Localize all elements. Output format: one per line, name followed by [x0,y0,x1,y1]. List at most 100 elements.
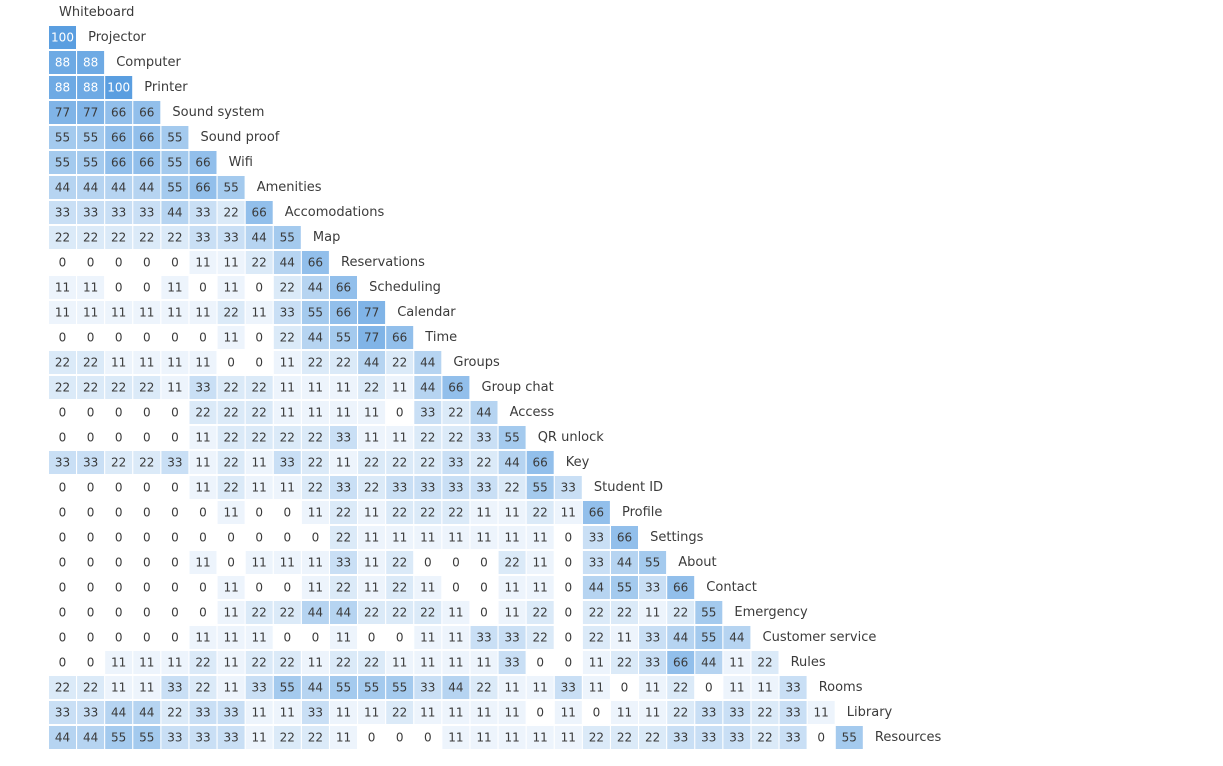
cell-value-label: 0 [283,581,291,595]
heatmap-cell [639,551,667,574]
heatmap-cell [301,576,329,599]
cell-value-label: 0 [564,581,572,595]
cell-value-label: 44 [364,356,379,370]
heatmap-cell [105,301,133,324]
cell-value-label: 11 [223,331,238,345]
heatmap-cell [554,601,582,624]
heatmap-cell [414,626,442,649]
heatmap-cell [498,601,526,624]
heatmap-cell [386,401,414,424]
cell-value-label: 0 [255,281,263,295]
cell-value-label: 0 [480,556,488,570]
heatmap-cell [161,476,189,499]
heatmap-cell [161,701,189,724]
cell-value-label: 11 [561,731,576,745]
cell-value-label: 11 [533,556,548,570]
heatmap-cell [49,501,76,524]
cell-value-label: 0 [199,531,207,545]
cell-value-label: 0 [115,606,123,620]
heatmap-cell [526,576,554,599]
cell-value-label: 11 [336,456,351,470]
row-label: Student ID [594,480,663,495]
heatmap-cell [301,401,329,424]
row-label: Printer [144,80,188,95]
heatmap-cell [105,201,133,224]
cell-value-label: 11 [364,431,379,445]
heatmap-cell [667,726,695,749]
heatmap-cell [245,276,273,299]
cell-value-label: 0 [59,256,67,270]
heatmap-cell [49,276,76,299]
cell-value-label: 11 [504,531,519,545]
heatmap-cell [470,626,498,649]
cell-value-label: 22 [476,681,491,695]
heatmap-cell [49,351,76,374]
cell-value-label: 0 [171,631,179,645]
heatmap-cell [77,401,105,424]
cell-value-label: 33 [420,481,435,495]
heatmap-cell [779,701,807,724]
cell-value-label: 0 [87,656,95,670]
heatmap-cell [77,351,105,374]
cell-value-label: 11 [111,306,126,320]
heatmap-cell [133,601,161,624]
cell-value-label: 0 [396,731,404,745]
heatmap-cell [217,451,245,474]
cell-value-label: 22 [139,456,154,470]
cell-value-label: 33 [336,431,351,445]
heatmap-cell [498,551,526,574]
heatmap-cell [301,551,329,574]
cell-value-label: 11 [392,656,407,670]
heatmap-cell [77,476,105,499]
cell-value-label: 55 [83,156,98,170]
cell-value-label: 0 [143,281,151,295]
cell-value-label: 44 [589,581,604,595]
heatmap-cell [301,326,329,349]
heatmap-cell [498,701,526,724]
heatmap-cell [273,401,301,424]
cell-value-label: 55 [83,131,98,145]
cell-value-label: 0 [452,556,460,570]
heatmap-cell [358,501,386,524]
cell-value-label: 22 [280,606,295,620]
row-label: Contact [706,580,757,595]
cell-value-label: 33 [55,456,70,470]
cell-value-label: 0 [171,581,179,595]
cell-value-label: 11 [364,506,379,520]
cell-value-label: 33 [336,556,351,570]
cell-value-label: 11 [504,681,519,695]
heatmap-cell [49,726,76,749]
cell-value-label: 44 [336,606,351,620]
heatmap-cell [105,226,133,249]
cell-value-label: 22 [420,506,435,520]
heatmap-cell [386,676,414,699]
heatmap-cell [161,301,189,324]
cell-value-label: 22 [252,406,267,420]
heatmap-cell [442,701,470,724]
heatmap-cell [695,701,723,724]
cell-value-label: 44 [476,406,491,420]
heatmap-cell [217,326,245,349]
cell-value-label: 11 [167,656,182,670]
heatmap-cell [245,601,273,624]
heatmap-cell [330,626,357,649]
heatmap-cell [105,426,133,449]
heatmap-cell [526,476,554,499]
cell-value-label: 0 [143,556,151,570]
cell-value-label: 11 [364,556,379,570]
heatmap-cell [498,476,526,499]
cell-value-label: 0 [171,331,179,345]
heatmap-cell [245,251,273,274]
heatmap-cell [330,376,357,399]
heatmap-cell [105,451,133,474]
cell-value-label: 22 [280,281,295,295]
cell-value-label: 22 [83,356,98,370]
cell-value-label: 22 [533,631,548,645]
row-label: Time [424,330,457,345]
cell-value-label: 11 [280,406,295,420]
heatmap-cell [554,626,582,649]
heatmap-cell [77,326,105,349]
heatmap-cell [414,351,442,374]
cell-value-label: 55 [645,556,660,570]
heatmap-cell [498,576,526,599]
